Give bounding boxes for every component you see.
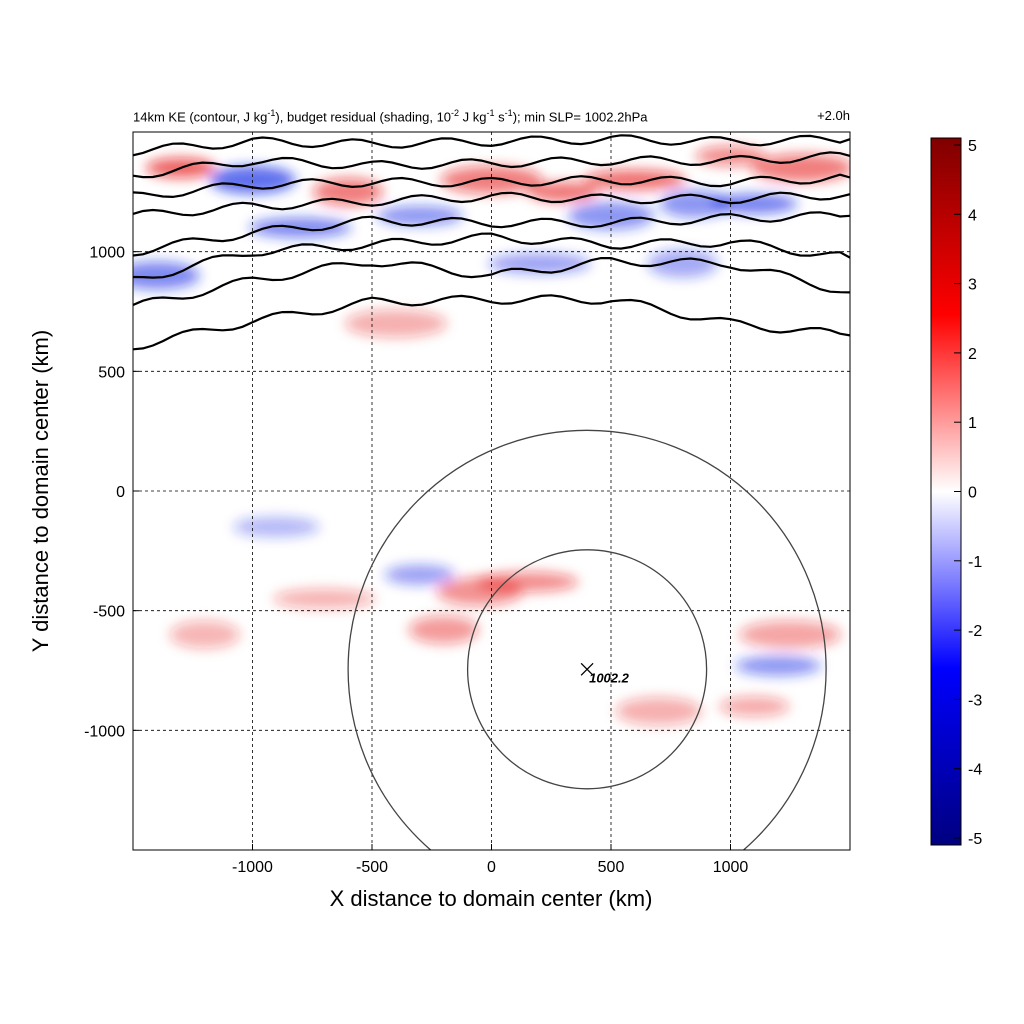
axis-ticks: -1000 -500 0 500 1000 1000 500 0 -500 -1000 [84,245,748,876]
x-tick-label: -500 [356,859,388,876]
x-tick-label: -1000 [232,859,273,876]
colorbar-tick-label: 3 [968,277,977,294]
colorbar-tick-label: 1 [968,415,977,432]
ke-contour-line [133,294,850,351]
y-tick-label: -500 [93,604,125,621]
residual-feature [344,309,447,338]
chart-title: 14km KE (contour, J kg-1), budget residu… [133,108,648,125]
residual-feature [719,696,790,717]
residual-feature [615,697,702,726]
colorbar-tick-label: 4 [968,207,977,224]
plot-area [133,132,850,850]
ke-contour-line [133,151,850,179]
colorbar-tick-label: -4 [968,762,982,779]
x-tick-label: 0 [487,859,496,876]
residual-shading [133,145,850,726]
x-tick-label: 500 [598,859,625,876]
colorbar-tick-label: -3 [968,692,982,709]
range-circle [466,549,708,790]
ke-contours [133,134,850,351]
residual-feature [739,620,842,649]
x-axis-label: X distance to domain center (km) [330,886,653,911]
y-axis-label: Y distance to domain center (km) [28,330,53,652]
residual-feature [408,615,479,644]
ke-contour-line [133,191,850,217]
y-tick-label: 1000 [89,245,125,262]
residual-feature [711,193,798,214]
residual-feature [735,655,822,676]
residual-feature [647,249,718,278]
range-circle [347,429,827,850]
residual-feature [440,165,543,194]
colorbar-tick-label: -5 [968,831,982,848]
colorbar-ticks: 5 4 3 2 1 0 -1 -2 -3 -4 -5 [954,138,982,848]
ke-contour-line [133,173,850,199]
x-tick-label: 1000 [713,859,749,876]
residual-feature [583,169,686,190]
colorbar-tick-label: 0 [968,485,977,502]
residual-feature [133,261,200,290]
y-tick-label: 0 [116,484,125,501]
center-marker-label: 1002.2 [589,670,630,685]
time-label: +2.0h [817,108,850,123]
ke-contour-line [133,134,850,157]
ke-contour-line [133,211,850,257]
residual-feature [169,620,240,649]
y-tick-label: -1000 [84,723,125,740]
range-circles [347,429,827,850]
residual-feature [384,564,455,585]
colorbar-tick-label: -2 [968,623,982,640]
residual-feature [376,205,463,226]
residual-feature [273,588,376,609]
residual-feature [233,516,320,537]
residual-feature [568,201,654,230]
ke-contour-line [133,257,850,307]
residual-feature [476,571,579,592]
y-tick-label: 500 [98,364,125,381]
colorbar-tick-label: 2 [968,346,977,363]
center-marker: 1002.2 [580,662,630,685]
colorbar-tick-label: 5 [968,138,977,155]
ke-contour-line [133,232,850,279]
colorbar-tick-label: -1 [968,554,982,571]
residual-feature [751,153,850,182]
